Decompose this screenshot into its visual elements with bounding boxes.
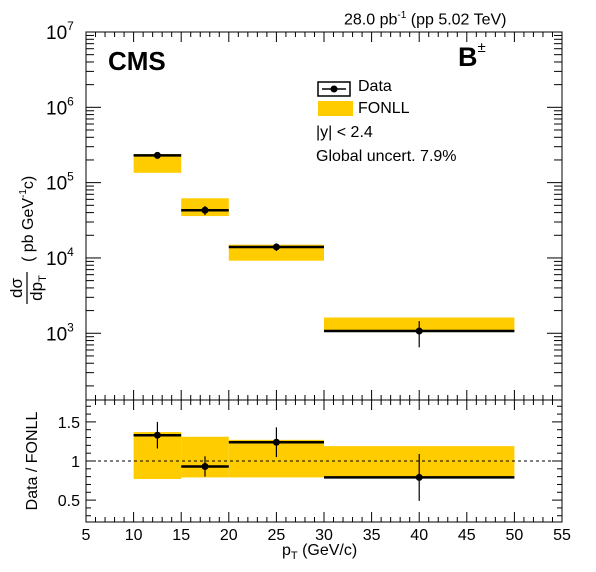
y-title-unit-exp: -1 bbox=[18, 189, 29, 198]
ratio-y-tick-label-1: 1 bbox=[71, 454, 80, 471]
lumi-exponent: -1 bbox=[397, 10, 407, 21]
ratio-data-point-0 bbox=[153, 431, 161, 439]
x-axis-title: pT (GeV/c) bbox=[282, 542, 357, 562]
lumi-value: 28.0 pb bbox=[344, 11, 398, 29]
x-tick-label-45: 45 bbox=[458, 527, 476, 544]
data-points-ratio bbox=[133, 421, 515, 501]
y-tick-base: 10 bbox=[46, 324, 67, 345]
y-tick-exponent: 5 bbox=[67, 170, 74, 184]
ratio-data-point-3 bbox=[415, 473, 423, 481]
x-title-unit: (GeV/c) bbox=[297, 542, 358, 559]
y-tick-label-1e5: 105 bbox=[46, 170, 74, 195]
y-title-numerator: dσ bbox=[7, 278, 26, 298]
x-tick-label-35: 35 bbox=[363, 527, 381, 544]
svg-text:( pb GeV-1c): ( pb GeV-1c) bbox=[18, 176, 37, 262]
x-tick-label-20: 20 bbox=[220, 527, 238, 544]
y-tick-exponent: 7 bbox=[67, 19, 74, 33]
x-title-main: p bbox=[282, 542, 291, 559]
y-tick-base: 10 bbox=[46, 249, 67, 270]
data-points-top bbox=[133, 151, 515, 348]
y-tick-exponent: 4 bbox=[67, 245, 74, 259]
x-tick-label-40: 40 bbox=[410, 527, 428, 544]
y-tick-label-1e4: 104 bbox=[46, 245, 74, 270]
x-title-sub: T bbox=[290, 550, 298, 563]
particle-symbol: B bbox=[458, 42, 478, 72]
x-tick-label-15: 15 bbox=[172, 527, 190, 544]
x-tick-label-50: 50 bbox=[506, 527, 524, 544]
x-tick-label-25: 25 bbox=[268, 527, 286, 544]
particle-label: B± bbox=[458, 39, 486, 73]
y-tick-base: 10 bbox=[46, 98, 67, 119]
ratio-x-ticks: 5 10 15 20 25 30 35 40 45 50 55 bbox=[82, 400, 571, 544]
rapidity-cut-label: |y| < 2.4 bbox=[316, 124, 373, 141]
y-tick-label-1e7: 107 bbox=[46, 19, 74, 44]
top-data-point-3 bbox=[415, 327, 423, 335]
ratio-y-tick-label-0.5: 0.5 bbox=[58, 493, 80, 510]
x-tick-label-30: 30 bbox=[315, 527, 333, 544]
y-tick-exponent: 6 bbox=[67, 94, 74, 108]
top-data-point-2 bbox=[272, 243, 280, 251]
y-tick-exponent: 3 bbox=[67, 320, 74, 334]
luminosity-label: 28.0 pb-1 (pp 5.02 TeV) bbox=[344, 10, 507, 29]
top-x-ticks bbox=[85, 32, 563, 400]
ratio-axis-title: Data / FONLL bbox=[24, 412, 41, 511]
global-uncertainty-label: Global uncert. 7.9% bbox=[316, 148, 457, 165]
ratio-y-tick-label-1.5: 1.5 bbox=[58, 415, 80, 432]
legend-fonll-box bbox=[318, 101, 353, 116]
lumi-condition: (pp 5.02 TeV) bbox=[406, 11, 507, 29]
legend-entry-data: Data bbox=[358, 78, 392, 95]
y-axis-title: dσ dpT ( pb GeV-1c) bbox=[7, 176, 49, 304]
y-tick-label-1e3: 103 bbox=[46, 320, 74, 345]
experiment-label: CMS bbox=[108, 46, 166, 76]
svg-text:dpT: dpT bbox=[27, 275, 49, 301]
y-tick-base: 10 bbox=[46, 174, 67, 195]
y-title-denominator-sub: T bbox=[37, 275, 49, 282]
svg-text:dσ: dσ bbox=[7, 278, 26, 298]
top-data-point-1 bbox=[201, 206, 209, 214]
y-tick-base: 10 bbox=[46, 23, 67, 44]
top-fonll-band-2 bbox=[228, 244, 324, 261]
ratio-data-point-2 bbox=[272, 438, 280, 446]
ratio-data-point-1 bbox=[201, 462, 209, 470]
x-tick-label-5: 5 bbox=[82, 527, 91, 544]
x-tick-label-10: 10 bbox=[125, 527, 143, 544]
legend-entry-fonll: FONLL bbox=[358, 100, 410, 117]
x-tick-label-55: 55 bbox=[553, 527, 571, 544]
fonll-bands-ratio bbox=[133, 432, 515, 479]
y-tick-label-1e6: 106 bbox=[46, 94, 74, 119]
y-title-unit-start: ( pb GeV bbox=[20, 198, 37, 262]
top-data-point-0 bbox=[153, 151, 161, 159]
particle-charge: ± bbox=[477, 39, 486, 56]
top-fonll-band-0 bbox=[133, 153, 182, 173]
y-title-unit-end: c) bbox=[20, 176, 37, 189]
fonll-bands-top bbox=[133, 153, 515, 332]
y-title-denominator: dp bbox=[27, 282, 46, 301]
ratio-y-ticks: 0.5 1 1.5 bbox=[58, 405, 562, 517]
